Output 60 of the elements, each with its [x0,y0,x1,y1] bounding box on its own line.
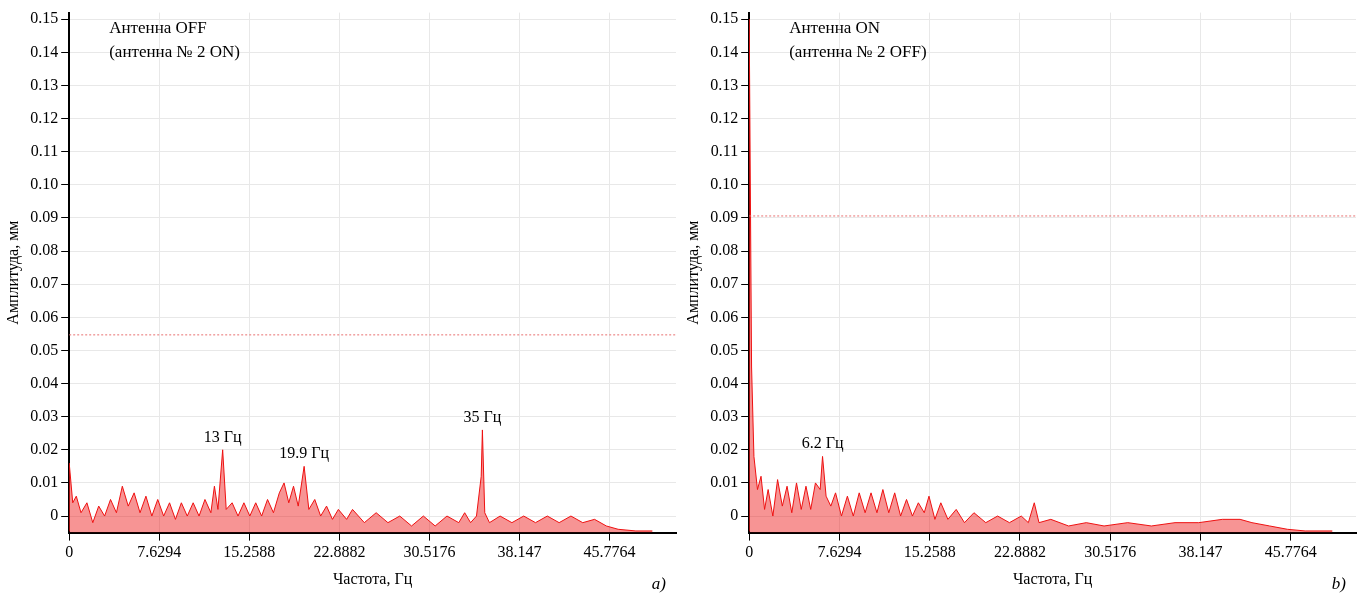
x-tick-label: 45.7764 [583,543,636,561]
x-tick-label: 38.147 [497,543,542,561]
y-tick-label: 0.12 [710,108,739,126]
x-tick-label: 38.147 [1178,543,1223,561]
y-tick-label: 0.06 [710,307,739,325]
y-tick-label: 0.01 [710,473,739,491]
y-tick-label: 0.08 [30,241,59,259]
chart-title: Антенна OFF [109,17,207,37]
y-tick-label: 0.05 [710,340,739,358]
y-tick-label: 0.03 [710,406,739,424]
y-axis-title: Амплитуда, мм [3,220,22,325]
annotation: 19.9 Гц [279,444,330,463]
y-tick-label: 0.14 [710,42,739,60]
text: (антенна № 2 OFF) [789,41,927,61]
x-tick-label: 7.6294 [817,543,862,561]
y-tick-label: 0.07 [710,274,739,292]
x-tick-label: 30.5176 [1084,543,1137,561]
text: a) [651,574,667,593]
x-tick-label: 22.8882 [993,543,1046,561]
y-tick-label: 0.15 [30,9,59,27]
x-tick-label: 45.7764 [1264,543,1317,561]
y-tick-label: 0.10 [30,175,59,193]
annotation: 13 Гц [203,427,243,446]
x-tick-label: 22.8882 [313,543,366,561]
x-axis-title: Частота, Гц [332,569,413,588]
y-axis-title: Амплитуда, мм [683,220,702,325]
y-tick-label: 0.05 [30,340,59,358]
y-tick-label: 0 [730,506,739,524]
x-tick-label: 15.2588 [903,543,956,561]
chart-title: Антенна ON [789,17,881,37]
y-tick-label: 0.09 [30,208,59,226]
y-tick-label: 0.06 [30,307,59,325]
y-tick-label: 0.04 [30,373,59,391]
annotation: 35 Гц [463,407,502,426]
x-tick-label: 7.6294 [137,543,182,561]
y-tick-label: 0.11 [710,141,739,159]
y-tick-label: 0.01 [30,473,59,491]
y-tick-label: 0.09 [710,208,739,226]
y-tick-label: 0.13 [710,75,739,93]
y-tick-label: 0.15 [710,9,739,27]
annotation: 6.2 Гц [801,434,844,453]
y-tick-label: 0.02 [710,440,739,457]
y-tick-label: 0.03 [30,406,59,424]
y-tick-label: 0.02 [30,440,59,457]
y-tick-label: 0.13 [30,75,59,93]
y-tick-label: 0 [50,506,59,524]
x-tick-label: 0 [65,543,74,561]
y-tick-label: 0.10 [710,175,739,193]
x-axis-title: Частота, Гц [1012,569,1093,588]
y-tick-label: 0.04 [710,373,739,391]
y-tick-label: 0.07 [30,274,59,292]
x-tick-label: 15.2588 [223,543,276,561]
text: b) [1331,574,1347,593]
y-tick-label: 0.08 [710,241,739,259]
x-tick-label: 0 [745,543,754,561]
y-tick-label: 0.14 [30,42,59,60]
text: (антенна № 2 ON) [109,41,240,61]
y-tick-label: 0.12 [30,108,59,126]
y-tick-label: 0.11 [30,141,59,159]
x-tick-label: 30.5176 [403,543,456,561]
